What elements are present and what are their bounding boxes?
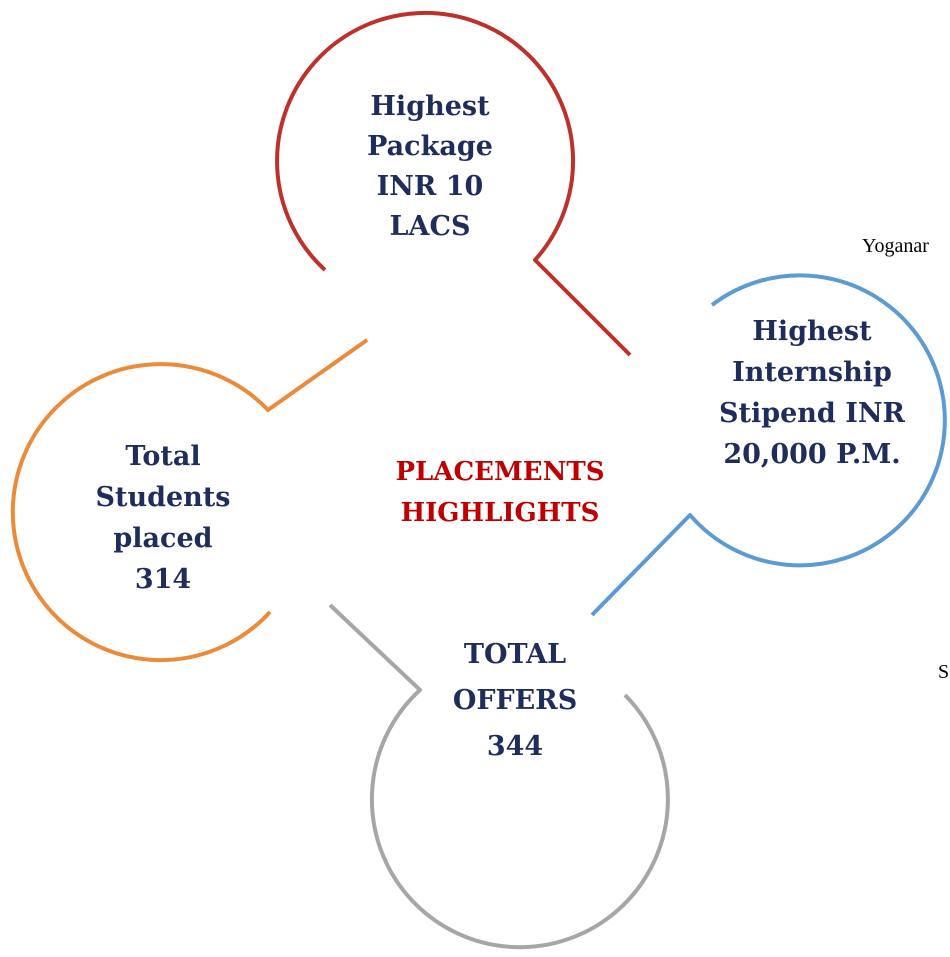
bubble-label-line: INR 10: [377, 171, 484, 202]
bubble-label-line: 344: [487, 731, 543, 762]
bubble-label-line: OFFERS: [453, 685, 577, 716]
bubble-label-line: Total: [125, 441, 200, 472]
bubble-label-line: Package: [367, 131, 493, 162]
bubble-label: TOTAL OFFERS 344: [453, 639, 577, 762]
bubble-label-line: Highest: [752, 316, 872, 347]
bubble-label: Total Students placed 314: [96, 441, 231, 595]
center-title-line: HIGHLIGHTS: [401, 498, 600, 528]
center-title: PLACEMENTS HIGHLIGHTS: [395, 457, 604, 528]
gray-bubble: [328, 603, 670, 950]
bubble-label-line: Highest: [370, 91, 490, 122]
bubble-label-line: placed: [113, 523, 212, 554]
bubble-label-line: Internship: [732, 357, 892, 388]
bubble-label-line: Students: [96, 482, 231, 513]
bubble-label-line: TOTAL: [464, 639, 566, 670]
bubble-label-line: Stipend INR: [719, 398, 906, 429]
red-bubble: [275, 10, 632, 357]
bubble-label-line: 20,000 P.M.: [723, 439, 900, 470]
bubble-label-line: 314: [135, 564, 191, 595]
orange-bubble: [10, 338, 369, 663]
blue-bubble: [590, 273, 947, 617]
bubble-label: Highest Package INR 10 LACS: [367, 91, 493, 242]
center-title-line: PLACEMENTS: [395, 457, 604, 487]
side-text: Yoganar: [862, 235, 929, 257]
bubble-label: Highest Internship Stipend INR 20,000 P.M.: [719, 316, 906, 470]
bubble-label-line: LACS: [390, 211, 471, 242]
side-text: S: [938, 661, 949, 683]
